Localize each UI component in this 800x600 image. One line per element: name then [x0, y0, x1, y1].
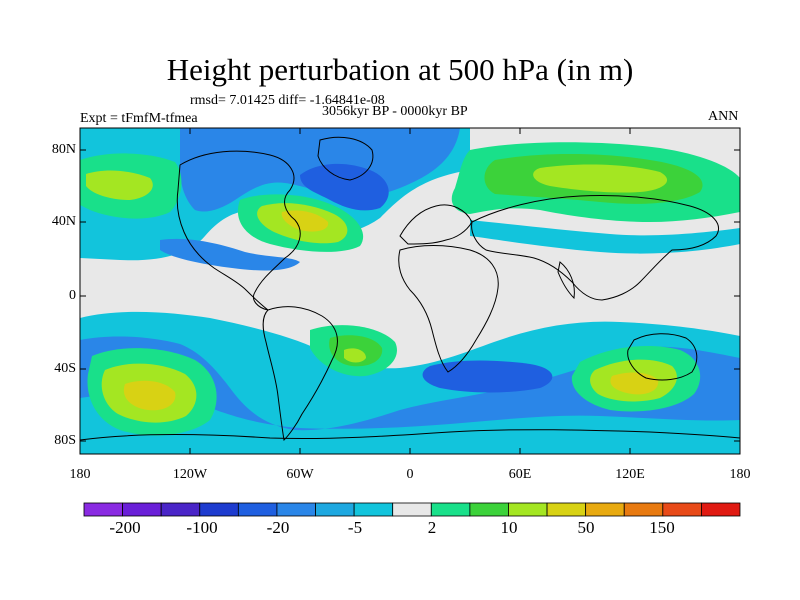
asia-cyan-band [470, 220, 740, 254]
period-label: 3056kyr BP - 0000kyr BP [322, 104, 468, 119]
north-atlantic-anomaly-peak [281, 210, 329, 232]
coastlines [80, 136, 740, 442]
height-field [80, 128, 740, 454]
lat-label-40n: 40N [51, 214, 76, 229]
lon-label-60e: 60E [508, 467, 532, 482]
coastline-asia [471, 194, 719, 301]
lon-label-180w: 180 [69, 467, 91, 482]
coastline-south-america [262, 306, 338, 442]
colorbar-label-m20: -20 [266, 518, 290, 537]
colorbar-box [508, 502, 548, 517]
stats-label: rmsd= 7.01425 diff= -1.64841e-08 [190, 93, 385, 108]
north-deep-blue-band [300, 163, 389, 211]
lon-label-120w: 120W [172, 467, 208, 482]
colorbar-box [392, 502, 432, 517]
eurasia-anomaly-peak [533, 164, 668, 193]
coastline-greenland [317, 136, 374, 181]
colorbar-label-50: 50 [577, 518, 595, 537]
colorbar-box [662, 502, 702, 517]
lon-label-120e: 120E [615, 467, 645, 482]
colorbar-box [122, 502, 162, 517]
coastline-india [557, 261, 575, 300]
colorbar-label-2: 2 [427, 518, 437, 537]
coastline-north-america [176, 150, 301, 311]
coastline-africa [398, 245, 499, 373]
axis-ticks [79, 128, 741, 454]
colorbar-box [469, 502, 509, 517]
colorbar-box [546, 502, 587, 517]
coastline-antarctica [80, 429, 740, 441]
coastline-australia [627, 333, 698, 381]
colorbar-box [83, 502, 123, 517]
colorbar-box [237, 502, 278, 517]
colorbar-box [353, 502, 394, 517]
experiment-label: Expt = tFmfM-tfmea [80, 111, 198, 126]
colorbar-label-150: 150 [649, 518, 675, 537]
colorbar-label-m5: -5 [347, 518, 363, 537]
colorbar-box [276, 502, 316, 517]
south-deep-blue-band [422, 360, 553, 393]
equatorial-patch [428, 322, 505, 342]
colorbar [83, 502, 741, 517]
lat-label-80n: 80N [51, 142, 76, 157]
colorbar-box [199, 502, 239, 517]
lat-label-40s: 40S [54, 361, 76, 376]
plot-title: Height perturbation at 500 hPa (in m) [166, 52, 634, 87]
lat-label-80s: 80S [54, 433, 76, 448]
colorbar-box [430, 502, 471, 517]
colorbar-label-m200: -200 [109, 518, 141, 537]
season-label: ANN [708, 109, 739, 124]
lon-label-180e: 180 [729, 467, 751, 482]
lon-label-0: 0 [406, 467, 414, 482]
colorbar-box [623, 502, 664, 517]
colorbar-box [160, 502, 201, 517]
south-atlantic-anomaly-peak [344, 348, 366, 363]
colorbar-label-m100: -100 [186, 518, 218, 537]
colorbar-box [701, 502, 741, 517]
south-pacific-anomaly-peak [123, 380, 176, 411]
pacific-blue-band [160, 238, 300, 271]
arctic-anomaly-core [86, 170, 153, 200]
south-blue-band [80, 336, 740, 431]
colorbar-label-10: 10 [500, 518, 518, 537]
lat-label-equator: 0 [69, 288, 76, 303]
colorbar-box [585, 502, 625, 517]
lon-label-60w: 60W [286, 467, 314, 482]
colorbar-box [315, 502, 355, 517]
